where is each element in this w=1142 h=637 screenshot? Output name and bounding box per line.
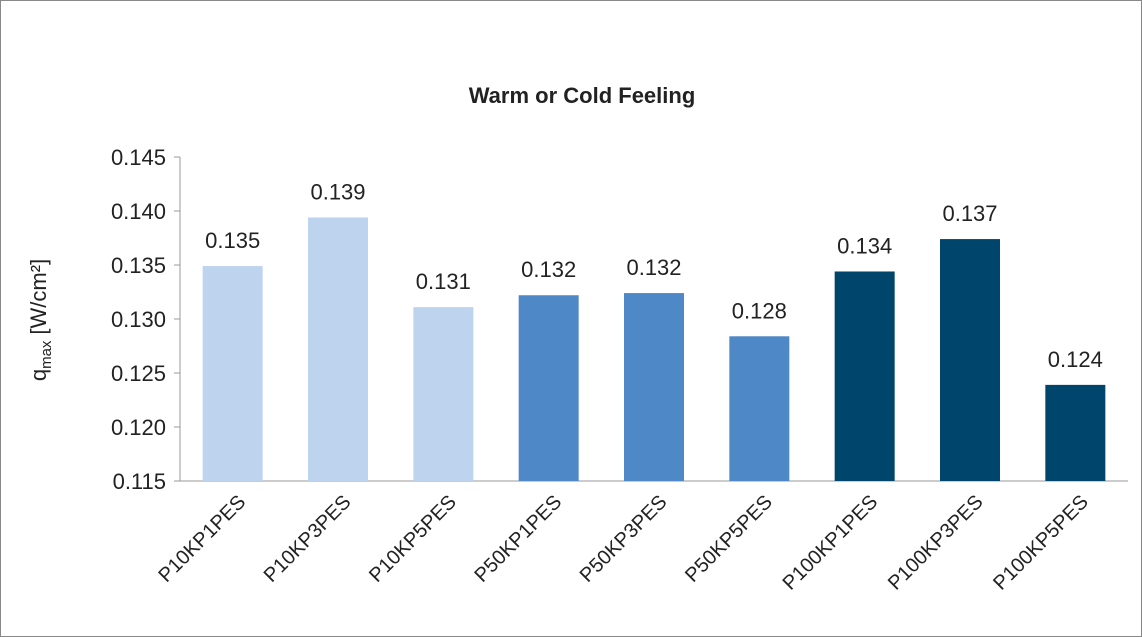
y-tick-label: 0.120 [111, 415, 166, 440]
data-label: 0.131 [416, 269, 471, 294]
y-label-subscript: max [38, 340, 55, 369]
data-label: 0.132 [521, 257, 576, 282]
y-tick-label: 0.125 [111, 361, 166, 386]
data-label: 0.137 [942, 201, 997, 226]
y-label-unit: [W/cm²] [26, 259, 51, 335]
bar [624, 293, 684, 481]
y-tick-label: 0.130 [111, 307, 166, 332]
bar [940, 239, 1000, 481]
data-label: 0.124 [1048, 347, 1103, 372]
y-tick-label: 0.115 [113, 469, 166, 494]
data-label: 0.135 [205, 228, 260, 253]
y-axis-label: qmax [W/cm²] [26, 259, 55, 381]
data-label: 0.132 [626, 255, 681, 280]
data-label: 0.139 [310, 179, 365, 204]
y-tick-label: 0.135 [111, 253, 166, 278]
data-label: 0.134 [837, 233, 892, 258]
y-tick-label: 0.145 [111, 145, 166, 170]
bar [308, 217, 368, 482]
y-label-base: q [26, 369, 51, 381]
bar [729, 336, 790, 481]
data-label: 0.128 [732, 298, 787, 323]
y-tick-label: 0.140 [111, 199, 166, 224]
bar [413, 307, 474, 481]
bar [1045, 384, 1106, 481]
bar [834, 271, 895, 481]
bar [202, 266, 263, 481]
chart-title: Warm or Cold Feeling [469, 83, 696, 108]
bar [518, 295, 579, 481]
